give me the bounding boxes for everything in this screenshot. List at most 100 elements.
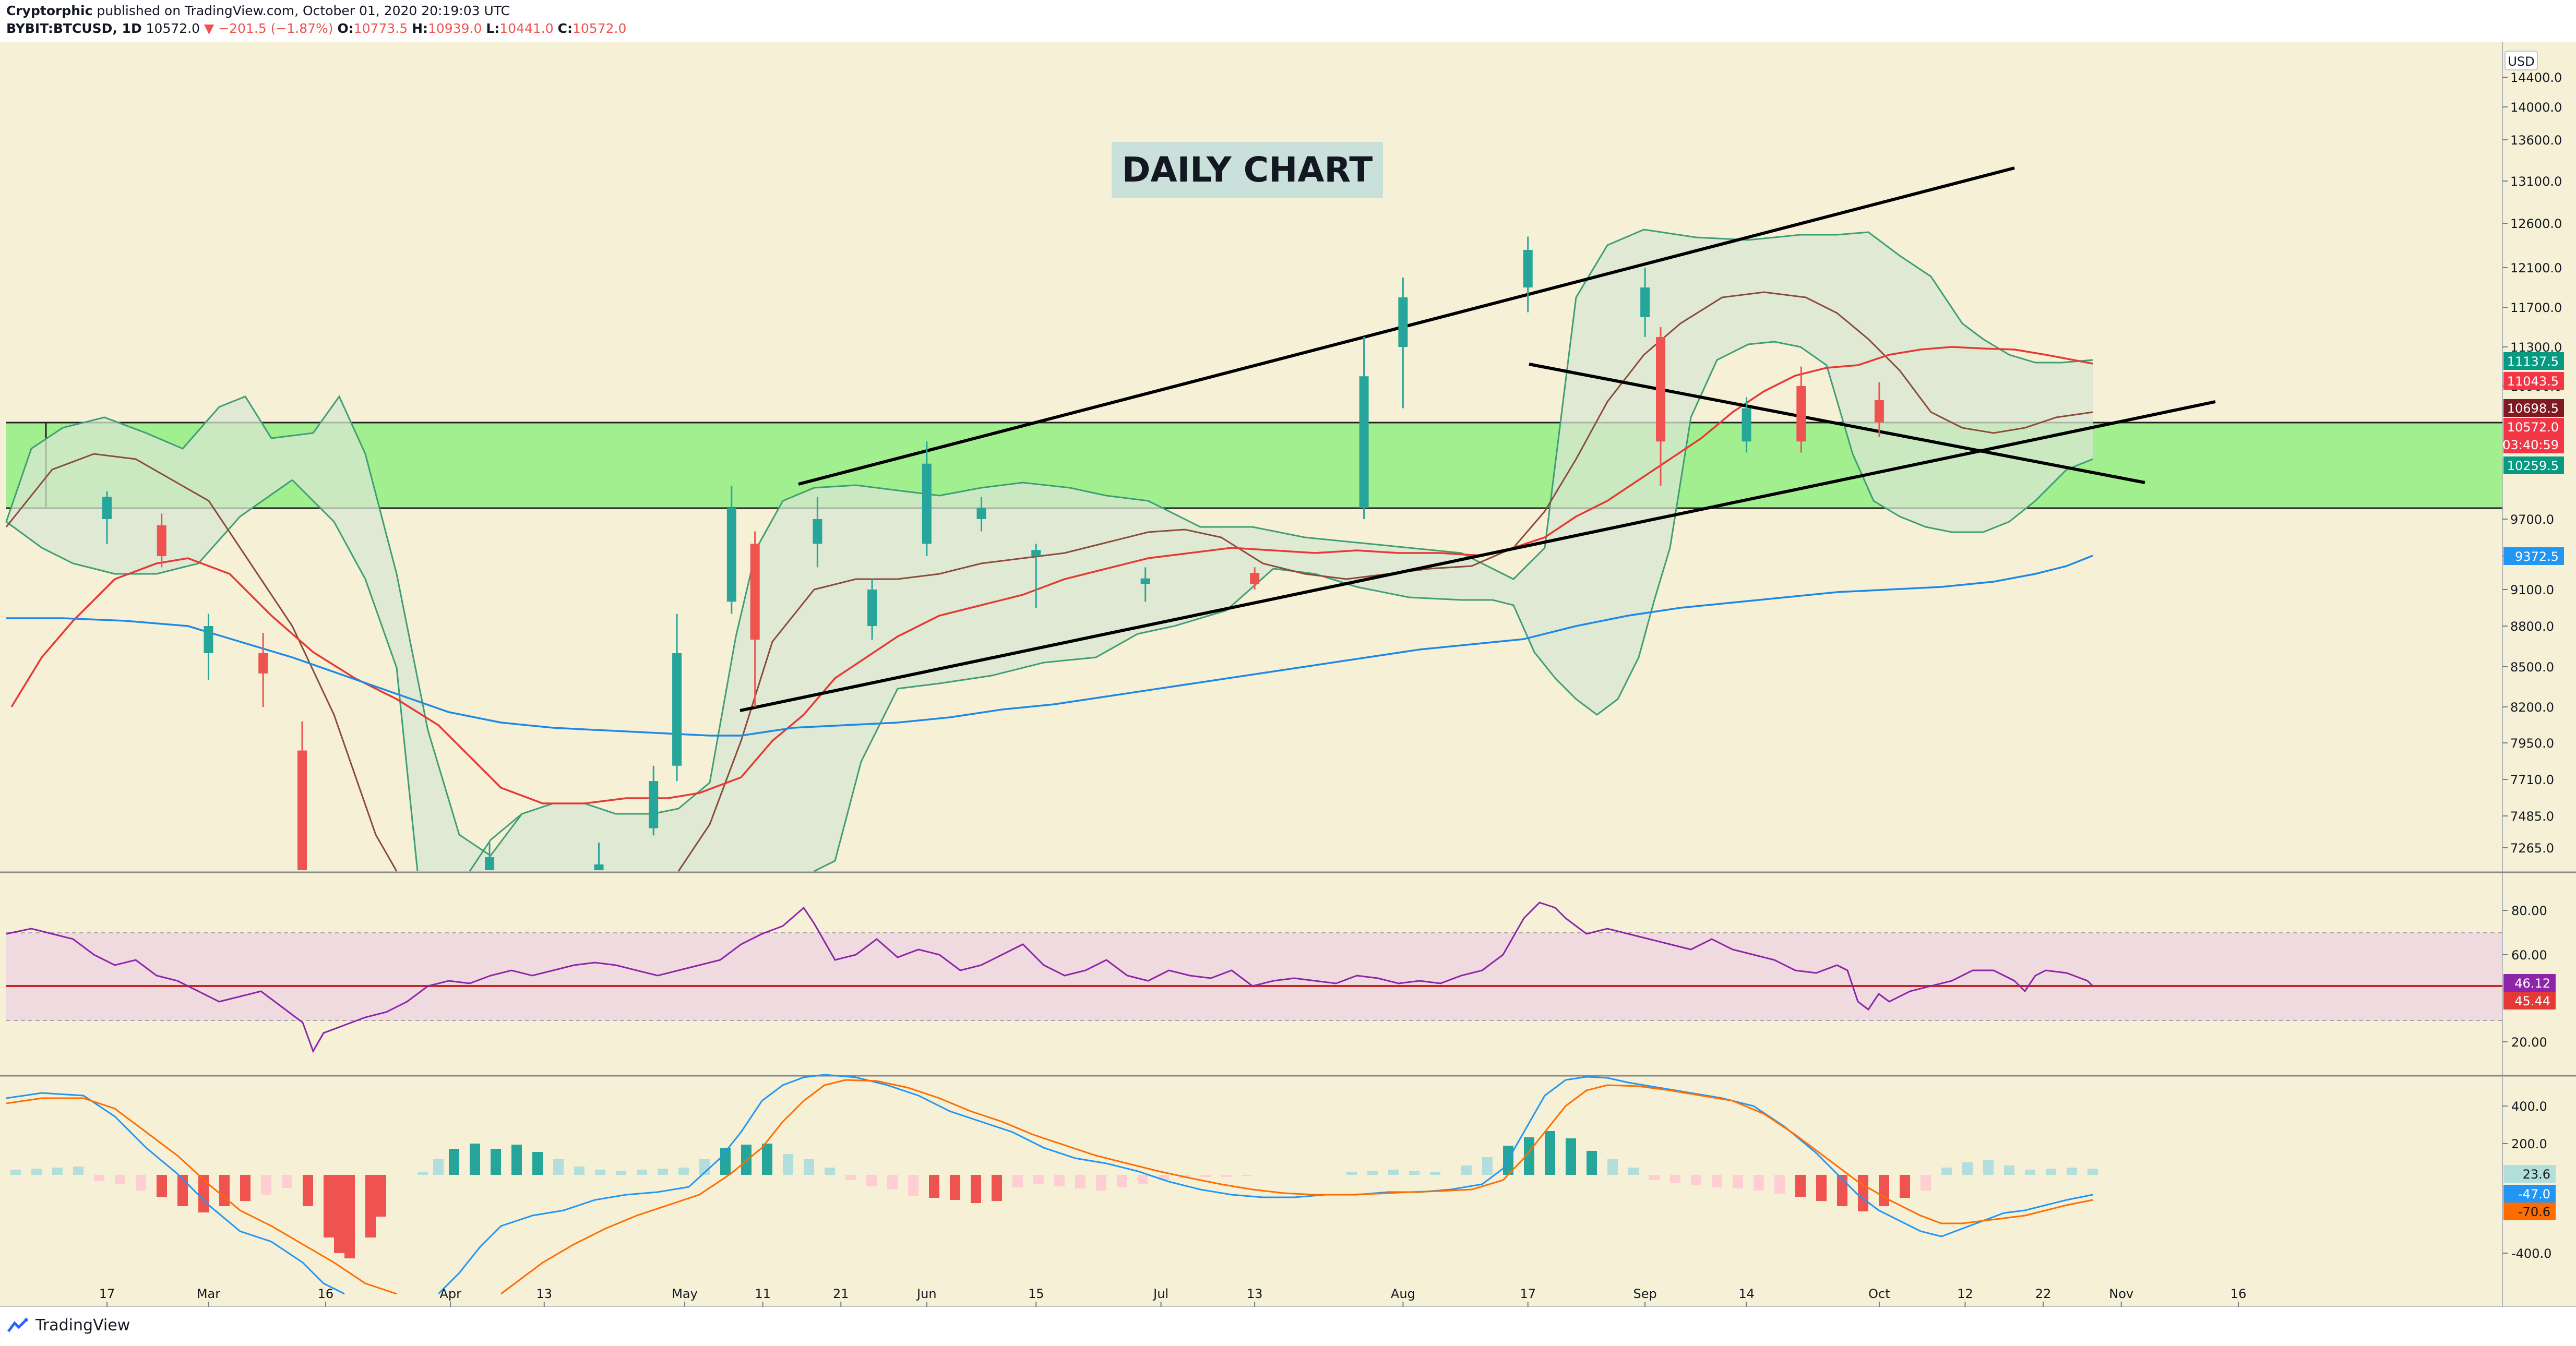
macd-histogram-bar — [1962, 1162, 1973, 1175]
macd-histogram-bar — [1033, 1175, 1044, 1184]
macd-histogram — [10, 1131, 2098, 1258]
macd-histogram-bar — [1941, 1168, 1952, 1175]
macd-histogram-bar — [1524, 1137, 1534, 1175]
macd-histogram-bar — [334, 1175, 344, 1253]
brand-name: TradingView — [35, 1316, 130, 1335]
candle-body — [157, 525, 166, 556]
macd-histogram-bar — [1482, 1157, 1493, 1175]
rsi-line — [6, 902, 2094, 1053]
macd-histogram-bar — [574, 1167, 585, 1175]
lower-channel-trendline[interactable] — [740, 400, 2216, 712]
price-tick-label: 8800.0 — [2510, 619, 2554, 634]
price-tag-label: 10698.5 — [2507, 401, 2559, 416]
indicator-tag — [2503, 1203, 2556, 1220]
macd-histogram-bar — [282, 1175, 292, 1188]
time-tick-label: 14 — [1738, 1287, 1755, 1301]
price-tick-label: 14000.0 — [2510, 100, 2562, 115]
price-tag — [2503, 372, 2564, 390]
macd-histogram-bar — [553, 1159, 564, 1175]
candle-body — [922, 463, 932, 544]
macd-histogram-bar — [303, 1175, 313, 1206]
time-tick-label: Nov — [2109, 1287, 2133, 1301]
rsi-axis[interactable]: 80.00 60.00 20.00 — [2502, 904, 2547, 1050]
down-triangle-icon: ▼ — [204, 21, 214, 36]
macd-histogram-bar — [1138, 1175, 1148, 1184]
rsi-tick-label: 20.00 — [2511, 1035, 2547, 1050]
price-tag — [2503, 352, 2564, 370]
macd-histogram-bar — [658, 1169, 668, 1175]
candle-body — [813, 519, 822, 544]
macd-histogram-bar — [470, 1144, 480, 1175]
macd-histogram-bar — [94, 1175, 104, 1181]
macd-histogram-bar — [52, 1168, 63, 1175]
candle-body — [1742, 408, 1751, 442]
ma-20-line — [5, 291, 2093, 872]
title-box — [1112, 142, 1383, 198]
macd-histogram-bar — [1649, 1175, 1660, 1180]
price-scale[interactable] — [2502, 42, 2576, 1307]
macd-histogram-bar — [157, 1175, 167, 1197]
macd-histogram-bar — [1096, 1175, 1106, 1191]
macd-histogram-bar — [1461, 1165, 1472, 1175]
time-tick-label: May — [672, 1287, 698, 1301]
macd-histogram-bar — [1367, 1171, 1378, 1175]
author-name[interactable]: Cryptorphic — [6, 3, 93, 18]
macd-histogram-bar — [783, 1154, 793, 1175]
indicator-tag-label: 46.12 — [2514, 976, 2550, 991]
indicator-tag — [2503, 992, 2556, 1010]
tradingview-logo[interactable]: TradingView — [7, 1316, 130, 1335]
chart-title: DAILY CHART — [1122, 150, 1373, 190]
price-tick-label: 7950.0 — [2510, 736, 2554, 751]
macd-histogram-bar — [1075, 1175, 1086, 1188]
bollinger-lower — [814, 341, 2093, 872]
time-tick-label: 17 — [99, 1287, 115, 1301]
macd-histogram-bar — [908, 1175, 919, 1196]
candle-body — [672, 653, 682, 766]
time-tick-label: 16 — [318, 1287, 334, 1301]
time-tick-label: Sep — [1633, 1287, 1657, 1301]
macd-histogram-bar — [491, 1149, 501, 1175]
macd-histogram-bar — [10, 1170, 21, 1175]
macd-histogram-bar — [1054, 1175, 1065, 1186]
macd-histogram-bar — [376, 1175, 386, 1217]
macd-axis[interactable]: 400.0 200.0 -400.0 — [2502, 1099, 2551, 1261]
currency-box[interactable] — [2505, 51, 2538, 70]
macd-histogram-bar — [1545, 1131, 1555, 1175]
chart-canvas[interactable]: DAILY CHART 14400.014000.013600.013100.0… — [0, 42, 2576, 1307]
macd-histogram-bar — [637, 1170, 647, 1175]
bollinger-band-fill — [6, 230, 2093, 871]
price-tick-label: 8500.0 — [2510, 660, 2554, 675]
macd-tick-label: 200.0 — [2511, 1137, 2547, 1151]
macd-histogram-bar — [2004, 1165, 2014, 1175]
symbol-label[interactable]: BYBIT:BTCUSD, 1D — [6, 21, 142, 36]
macd-histogram-bar — [240, 1175, 251, 1201]
macd-histogram-bar — [866, 1175, 877, 1186]
macd-histogram-bar — [2088, 1169, 2098, 1175]
time-tick-label: 13 — [1247, 1287, 1263, 1301]
price-tick-label: 9700.0 — [2510, 512, 2554, 527]
close-value: 10572.0 — [572, 21, 627, 36]
macd-tick-label: -400.0 — [2511, 1246, 2551, 1261]
price-tag — [2503, 547, 2564, 565]
descending-trendline[interactable] — [1529, 363, 2145, 484]
candle-body — [258, 653, 268, 674]
price-tick-label: 9100.0 — [2510, 583, 2554, 597]
price-tag — [2503, 456, 2564, 474]
high-value: 10939.0 — [428, 21, 482, 36]
support-zone[interactable] — [6, 423, 2502, 508]
time-tick-label: 16 — [2231, 1287, 2247, 1301]
macd-histogram-bar — [804, 1159, 814, 1175]
candle-body — [726, 508, 736, 602]
publish-text: published on TradingView.com, October 01… — [97, 3, 510, 18]
price-tag-label: 11137.5 — [2507, 354, 2559, 369]
macd-histogram-bar — [1012, 1175, 1023, 1187]
macd-histogram-bar — [1587, 1151, 1597, 1175]
candles[interactable] — [102, 236, 1884, 871]
price-tag-label: 9372.5 — [2515, 549, 2559, 564]
indicator-tag-label: 45.44 — [2514, 994, 2550, 1008]
macd-histogram-bar — [1200, 1175, 1211, 1177]
macd-histogram-bar — [2067, 1168, 2077, 1175]
macd-tick-label: 400.0 — [2511, 1099, 2547, 1114]
candle-body — [1796, 386, 1806, 442]
time-axis[interactable]: 17 Mar 16 Apr 13 May 11 21 Jun 15 Jul 13 Aug 17 Sep 14 O… — [99, 1287, 2247, 1307]
